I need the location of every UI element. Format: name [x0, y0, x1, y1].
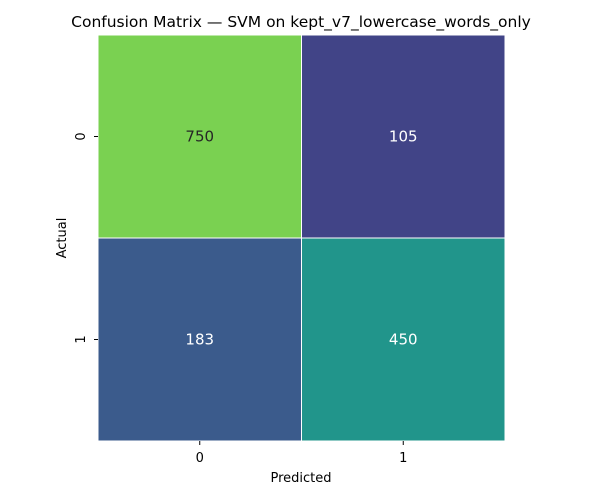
y-axis-label: Actual	[55, 218, 70, 259]
chart-title: Confusion Matrix — SVM on kept_v7_lowerc…	[71, 13, 531, 32]
heatmap-cell	[301, 34, 506, 239]
cell-value-label: 450	[389, 331, 418, 349]
heatmap-cell	[301, 237, 506, 442]
heatmap-cells	[97, 34, 506, 442]
y-tick-label: 1	[74, 335, 89, 343]
x-tick-label: 1	[399, 451, 407, 466]
cell-labels: 750 105 183 450	[185, 128, 417, 349]
heatmap-cell	[97, 34, 302, 239]
cell-value-label: 105	[389, 128, 418, 146]
x-axis-label: Predicted	[270, 471, 331, 486]
heatmap-cell	[97, 237, 302, 442]
x-tick-label: 0	[196, 451, 204, 466]
cell-value-label: 750	[185, 128, 214, 146]
y-tick-label: 0	[74, 132, 89, 140]
cell-value-label: 183	[185, 331, 214, 349]
y-axis-ticks: 01	[74, 132, 98, 344]
